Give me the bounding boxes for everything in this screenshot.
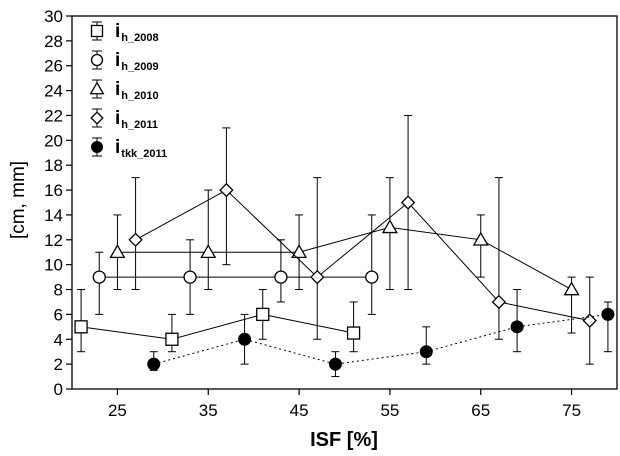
y-tick-label: 14 bbox=[44, 206, 63, 225]
data-point-filled-circle bbox=[510, 320, 524, 334]
data-point-filled-circle bbox=[91, 141, 103, 153]
x-tick-label: 75 bbox=[562, 401, 581, 420]
x-axis: 25 35 45 55 65 75 bbox=[108, 389, 581, 420]
data-point-triangle bbox=[200, 244, 217, 259]
data-point-triangle bbox=[291, 244, 308, 259]
x-tick-label: 25 bbox=[108, 401, 127, 420]
data-point-square bbox=[90, 24, 104, 38]
data-point-diamond bbox=[491, 294, 507, 310]
x-tick-label: 65 bbox=[471, 401, 490, 420]
data-point-diamond bbox=[310, 269, 325, 285]
y-tick-label: 22 bbox=[44, 106, 63, 125]
data-point-circle bbox=[90, 53, 104, 67]
y-tick-label: 0 bbox=[54, 380, 63, 399]
y-tick-label: 24 bbox=[44, 82, 63, 101]
data-point-square bbox=[256, 307, 270, 322]
data-point-diamond bbox=[400, 195, 416, 210]
series-line bbox=[117, 226, 572, 290]
data-point-triangle bbox=[89, 81, 105, 95]
y-tick-label: 28 bbox=[44, 32, 63, 51]
data-point-filled-circle bbox=[328, 357, 342, 371]
data-point-diamond bbox=[128, 232, 143, 248]
x-tick-label: 55 bbox=[380, 401, 399, 420]
y-tick-label: 18 bbox=[44, 156, 63, 175]
y-tick-label: 26 bbox=[44, 57, 63, 76]
data-point-circle bbox=[92, 270, 106, 284]
data-point-filled-circle bbox=[238, 332, 252, 346]
x-tick-label: 35 bbox=[199, 401, 218, 420]
plot-area bbox=[71, 15, 618, 390]
data-point-square bbox=[74, 320, 88, 334]
x-axis-title: ISF [%] bbox=[310, 429, 378, 451]
series-line bbox=[81, 313, 354, 340]
data-point-triangle bbox=[109, 244, 126, 259]
data-point-diamond bbox=[582, 313, 597, 328]
series-h_2011 bbox=[128, 114, 597, 365]
data-point-circle bbox=[183, 270, 197, 284]
y-tick-label: 30 bbox=[44, 7, 63, 26]
y-tick-label: 6 bbox=[54, 305, 63, 324]
series-h_2010 bbox=[109, 177, 580, 334]
series-tkk_2011 bbox=[147, 289, 615, 378]
data-point-triangle bbox=[563, 281, 580, 296]
y-axis-title: [cm, mm] bbox=[8, 161, 29, 239]
data-point-square bbox=[346, 326, 361, 340]
data-point-diamond bbox=[90, 111, 104, 125]
x-tick-label: 45 bbox=[290, 401, 309, 420]
series-line bbox=[135, 189, 590, 322]
data-point-filled-circle bbox=[147, 357, 161, 371]
data-point-circle bbox=[365, 270, 379, 284]
data-point-filled-circle bbox=[601, 307, 615, 321]
y-tick-label: 16 bbox=[44, 181, 63, 200]
data-point-diamond bbox=[219, 182, 234, 198]
y-tick-label: 10 bbox=[44, 256, 63, 275]
series-layer bbox=[74, 114, 615, 378]
y-tick-label: 12 bbox=[44, 231, 63, 250]
data-point-square bbox=[165, 332, 179, 346]
data-point-triangle bbox=[472, 231, 489, 246]
y-tick-label: 2 bbox=[54, 355, 63, 374]
y-tick-label: 8 bbox=[54, 281, 63, 300]
y-tick-label: 4 bbox=[54, 330, 63, 349]
series-h_2009 bbox=[92, 214, 379, 315]
data-point-circle bbox=[274, 270, 288, 284]
data-point-filled-circle bbox=[419, 345, 433, 359]
y-tick-label: 20 bbox=[44, 131, 63, 150]
series-h_2008 bbox=[74, 289, 361, 353]
data-point-triangle bbox=[381, 219, 398, 234]
